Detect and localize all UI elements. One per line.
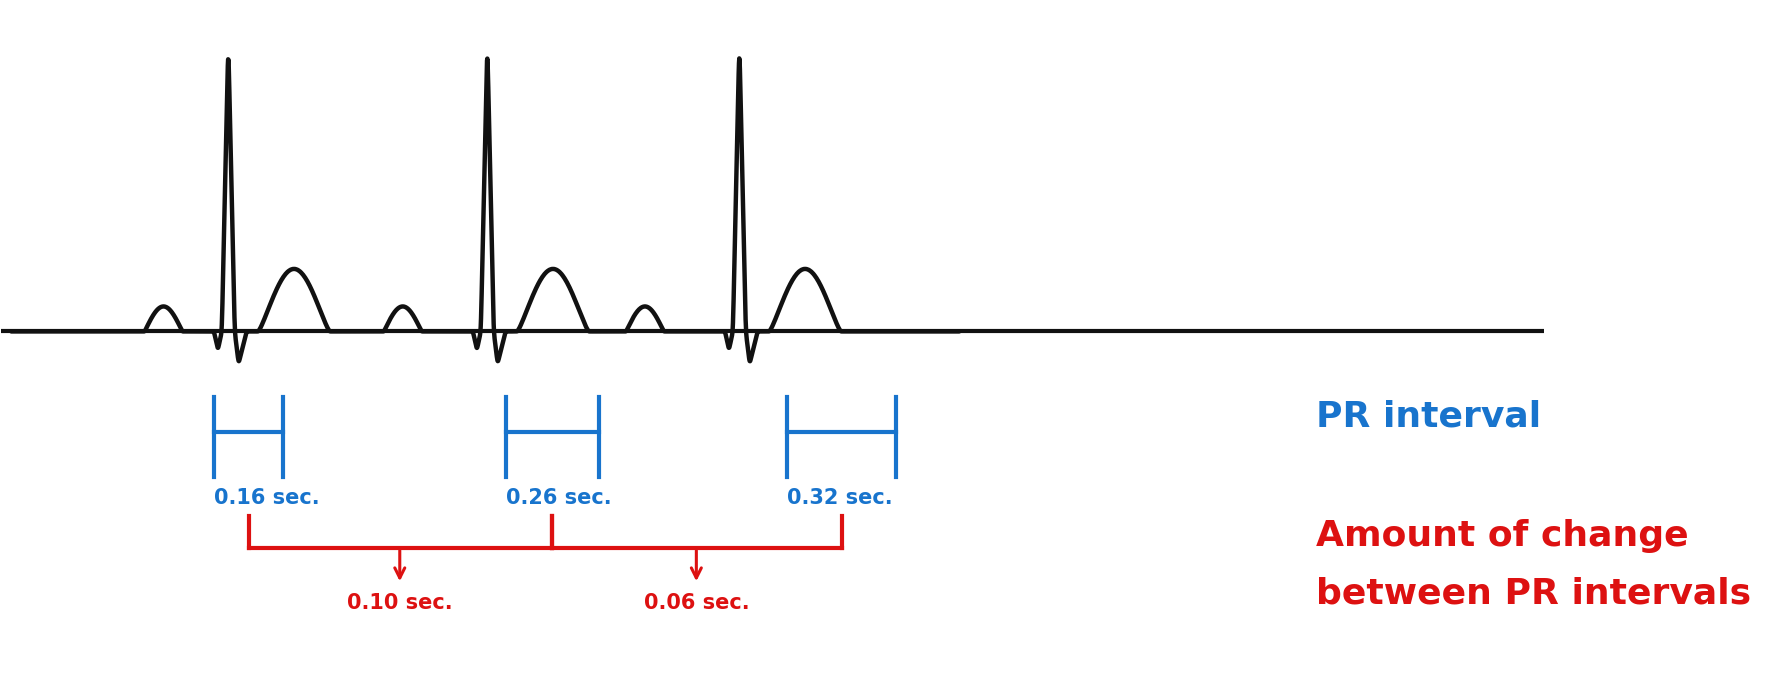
- Text: PR interval: PR interval: [1317, 400, 1541, 434]
- Text: 0.26 sec.: 0.26 sec.: [505, 489, 611, 509]
- Text: Amount of change: Amount of change: [1317, 519, 1688, 553]
- Text: 0.32 sec.: 0.32 sec.: [787, 489, 892, 509]
- Text: 0.06 sec.: 0.06 sec.: [643, 593, 750, 613]
- Text: 0.10 sec.: 0.10 sec.: [347, 593, 453, 613]
- Text: 0.16 sec.: 0.16 sec.: [213, 489, 320, 509]
- Text: between PR intervals: between PR intervals: [1317, 576, 1752, 610]
